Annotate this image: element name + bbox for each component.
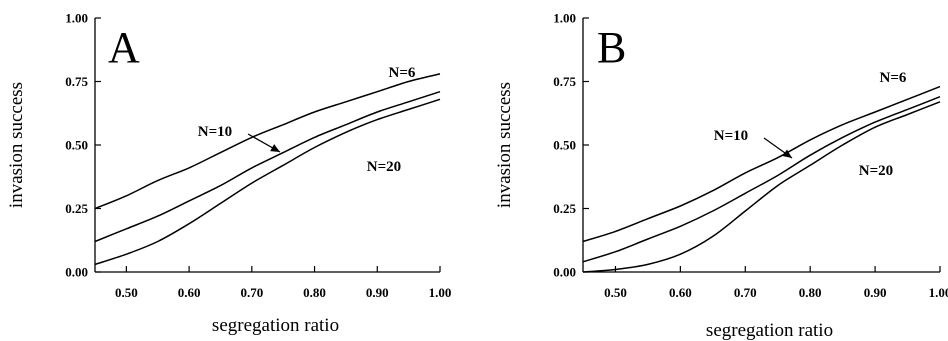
curve-label: N=6 xyxy=(880,70,907,86)
chart-panel-b: 0.00 0.25 0.50 0.75 1.00 0.50 0.60 0.70 0.80 0.90… xyxy=(494,11,948,341)
x-tick-label: 0.80 xyxy=(303,285,326,300)
x-tick-label: 0.70 xyxy=(240,285,263,300)
x-tick-label: 0.50 xyxy=(604,285,627,300)
x-tick-label: 0.80 xyxy=(799,285,822,300)
y-tick-label: 0.50 xyxy=(553,138,576,153)
chart-panel-a: 0.00 0.25 0.50 0.75 1.00 0.50 0.60 0.70 0.80 0.90… xyxy=(6,11,451,337)
x-tick-label: 0.90 xyxy=(864,285,887,300)
y-tick-label: 0.25 xyxy=(553,201,576,216)
curve-label: N=10 xyxy=(714,128,748,144)
curve-label: N=6 xyxy=(389,65,416,81)
y-axis-title: invasion success xyxy=(6,82,27,208)
arrowhead-icon xyxy=(270,144,280,152)
x-tick-label: 1.00 xyxy=(929,285,948,300)
y-axis-title: invasion success xyxy=(494,82,515,208)
x-tick-label: 0.60 xyxy=(178,285,201,300)
curve-label: N=20 xyxy=(367,159,401,175)
x-axis-title: segregation ratio xyxy=(706,320,833,341)
x-axis-title: segregation ratio xyxy=(212,315,339,336)
y-tick-label: 0.25 xyxy=(65,201,88,216)
y-tick-label: 0.75 xyxy=(65,74,88,89)
series-line-n20 xyxy=(94,98,441,266)
panel-label: A xyxy=(108,23,140,72)
y-tick-label: 0.75 xyxy=(553,74,576,89)
x-tick-label: 0.50 xyxy=(115,285,138,300)
series-line-n10 xyxy=(582,96,941,263)
curve-label: N=10 xyxy=(198,124,232,140)
series-line-n6 xyxy=(582,85,941,243)
y-tick-label: 1.00 xyxy=(65,11,88,26)
series-line-n6 xyxy=(94,73,441,210)
y-tick-label: 1.00 xyxy=(553,11,576,26)
x-tick-label: 1.00 xyxy=(429,285,452,300)
panel-label: B xyxy=(597,23,626,72)
arrowhead-icon xyxy=(782,149,792,158)
y-tick-label: 0.00 xyxy=(65,265,88,280)
x-tick-label: 0.60 xyxy=(669,285,692,300)
y-tick-label: 0.00 xyxy=(553,265,576,280)
x-tick-label: 0.90 xyxy=(366,285,389,300)
series-line-n20 xyxy=(582,101,941,273)
x-tick-label: 0.70 xyxy=(734,285,757,300)
y-tick-label: 0.50 xyxy=(65,138,88,153)
series-line-n10 xyxy=(94,90,441,243)
curve-label: N=20 xyxy=(859,163,893,179)
